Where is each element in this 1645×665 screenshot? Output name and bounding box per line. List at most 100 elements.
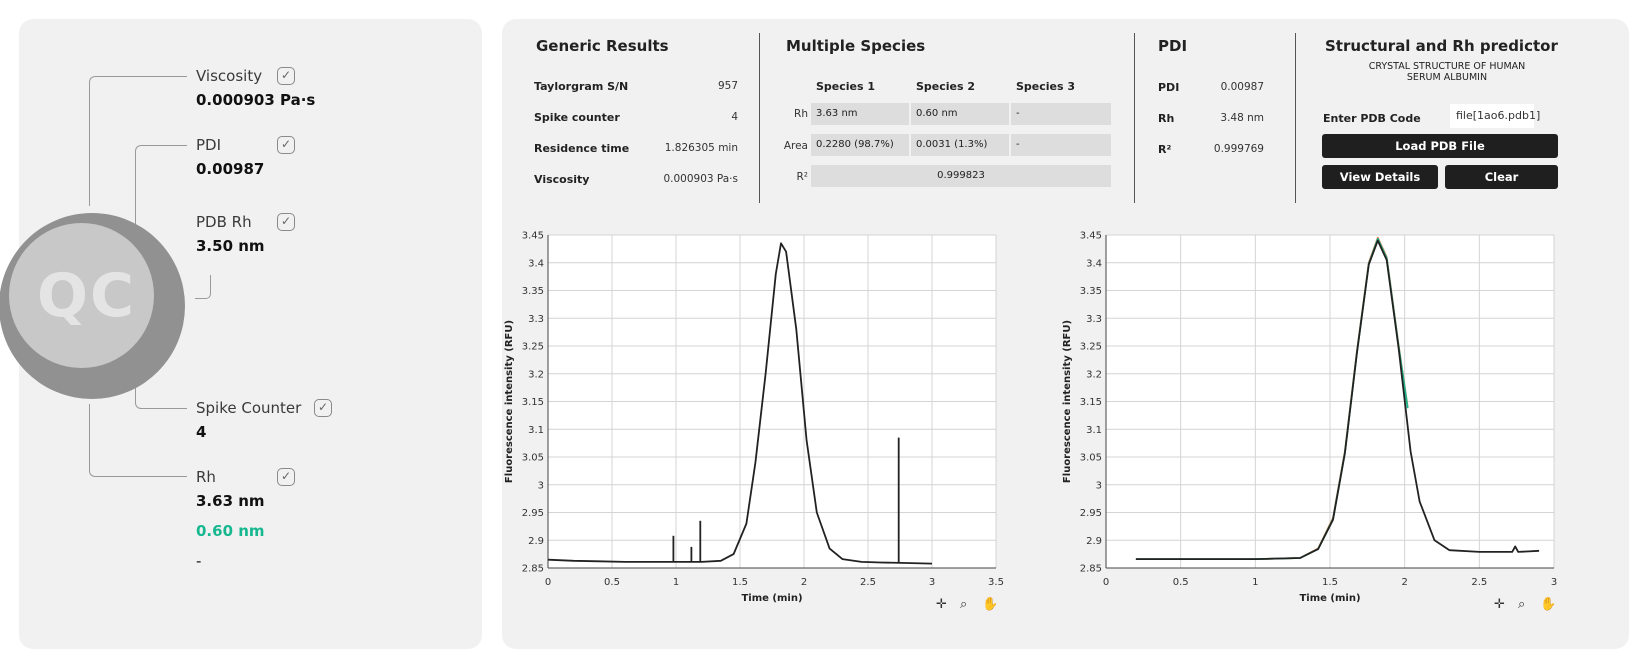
connector-rh bbox=[89, 404, 187, 477]
series-line bbox=[547, 242, 933, 565]
species-area-cell: 0.2280 (98.7%) bbox=[811, 134, 909, 156]
x-tick-label: 1.5 bbox=[1322, 577, 1338, 588]
y-tick-label: 3.4 bbox=[528, 258, 544, 269]
y-axis-label: Fluorescence intensity (RFU) bbox=[1062, 320, 1073, 483]
species-header: Species 2 bbox=[916, 80, 976, 93]
y-tick-label: 3.45 bbox=[1080, 231, 1102, 242]
series-line bbox=[1135, 239, 1540, 561]
results-panel: Generic Results Taylorgram S/N 957 Spike… bbox=[502, 19, 1629, 649]
x-tick-label: 3 bbox=[1551, 577, 1557, 588]
species-row-label: Area bbox=[783, 140, 808, 152]
qc-label-spike-counter: Spike Counter bbox=[196, 399, 302, 417]
separator bbox=[759, 33, 760, 203]
multiple-species-title: Multiple Species bbox=[786, 37, 926, 55]
qc-item-spike-counter: Spike Counter ✓ 4 bbox=[196, 398, 332, 441]
structure-description: CRYSTAL STRUCTURE OF HUMAN SERUM ALBUMIN bbox=[1368, 61, 1526, 83]
separator bbox=[1295, 33, 1296, 203]
checkbox-spike-counter[interactable]: ✓ bbox=[314, 399, 332, 417]
y-tick-label: 3.1 bbox=[1086, 425, 1102, 436]
pdb-code-input[interactable]: file[1ao6.pdb1] bbox=[1450, 104, 1540, 128]
y-tick-label: 3.4 bbox=[1086, 258, 1102, 269]
qc-label-rh: Rh bbox=[196, 468, 216, 486]
pdi-title: PDI bbox=[1158, 37, 1188, 55]
qc-panel: QC Viscosity ✓ 0.000903 Pa·s PDI ✓ 0.009… bbox=[0, 19, 482, 649]
x-tick-label: 0.5 bbox=[1173, 577, 1189, 588]
generic-value: 1.826305 min bbox=[664, 142, 738, 154]
pdi-value: 0.00987 bbox=[1220, 81, 1264, 93]
species-area-cell: - bbox=[1011, 134, 1111, 156]
zoom-tool-icon[interactable]: ⌕ bbox=[960, 597, 967, 612]
qc-value-rh: 3.63 nm bbox=[196, 492, 265, 510]
qc-item-pdb-rh: PDB Rh ✓ 3.50 nm bbox=[196, 212, 295, 255]
hand-tool-icon[interactable]: ✋ bbox=[982, 596, 998, 612]
qc-item-viscosity: Viscosity ✓ 0.000903 Pa·s bbox=[196, 66, 315, 109]
pan-tool-icon[interactable]: ✛ bbox=[1494, 597, 1505, 612]
checkbox-rh[interactable]: ✓ bbox=[277, 468, 295, 486]
generic-label: Spike counter bbox=[534, 111, 620, 124]
y-tick-label: 3.05 bbox=[1080, 453, 1102, 464]
connector-pdb-rh bbox=[195, 275, 211, 299]
y-tick-label: 3.15 bbox=[1080, 397, 1102, 408]
qc-label-viscosity: Viscosity bbox=[196, 67, 263, 85]
clear-button[interactable]: Clear bbox=[1445, 165, 1558, 189]
pan-tool-icon[interactable]: ✛ bbox=[936, 597, 947, 612]
generic-label: Taylorgram S/N bbox=[534, 80, 629, 93]
y-tick-label: 2.85 bbox=[522, 564, 544, 575]
y-tick-label: 3.35 bbox=[1080, 286, 1102, 297]
x-tick-label: 3 bbox=[929, 577, 935, 588]
connector-viscosity bbox=[89, 76, 187, 206]
species-rh-cell: - bbox=[1011, 103, 1111, 125]
qc-item-rh: Rh ✓ 3.63 nm 0.60 nm - bbox=[196, 467, 295, 570]
y-tick-label: 3.3 bbox=[528, 314, 544, 325]
qc-badge: QC bbox=[0, 213, 185, 399]
load-pdb-file-button[interactable]: Load PDB File bbox=[1322, 134, 1558, 158]
y-tick-label: 2.9 bbox=[1086, 536, 1102, 547]
x-tick-label: 2 bbox=[1401, 577, 1407, 588]
x-tick-label: 2 bbox=[801, 577, 807, 588]
pdi-label: Rh bbox=[1158, 112, 1175, 125]
species-header: Species 1 bbox=[816, 80, 876, 93]
view-details-button[interactable]: View Details bbox=[1322, 165, 1438, 189]
qc-value-rh-species2: 0.60 nm bbox=[196, 522, 265, 540]
checkbox-viscosity[interactable]: ✓ bbox=[277, 67, 295, 85]
hand-tool-icon[interactable]: ✋ bbox=[1540, 596, 1556, 612]
species-rh-cell: 3.63 nm bbox=[811, 103, 909, 125]
x-tick-label: 1 bbox=[1252, 577, 1258, 588]
y-tick-label: 3.2 bbox=[1086, 369, 1102, 380]
y-tick-label: 3.2 bbox=[528, 369, 544, 380]
y-tick-label: 2.85 bbox=[1080, 564, 1102, 575]
qc-value-rh-species3: - bbox=[196, 552, 202, 570]
y-tick-label: 2.95 bbox=[1080, 508, 1102, 519]
generic-results-title: Generic Results bbox=[536, 37, 669, 55]
x-tick-label: 2.5 bbox=[1471, 577, 1487, 588]
x-axis-label: Time (min) bbox=[741, 593, 802, 604]
qc-value-spike-counter: 4 bbox=[196, 423, 207, 441]
y-tick-label: 2.9 bbox=[528, 536, 544, 547]
pdb-code-label: Enter PDB Code bbox=[1323, 112, 1421, 125]
pdi-value: 3.48 nm bbox=[1220, 112, 1264, 124]
y-tick-label: 3 bbox=[1096, 480, 1102, 491]
chart-taylorgram-fit: 3.45 3.4 3.35 3.3 3.25 3.2 3.15 3.1 3.05 3 2.95 2.9… bbox=[1062, 219, 1629, 639]
x-tick-label: 0 bbox=[545, 577, 551, 588]
generic-value: 957 bbox=[717, 80, 738, 92]
y-tick-label: 2.95 bbox=[522, 508, 544, 519]
qc-label-pdi: PDI bbox=[196, 136, 222, 154]
connector-spike bbox=[135, 383, 187, 409]
y-tick-label: 3.15 bbox=[522, 397, 544, 408]
x-tick-label: 1.5 bbox=[732, 577, 748, 588]
pdi-label: R² bbox=[1158, 143, 1172, 156]
y-tick-label: 3.3 bbox=[1086, 314, 1102, 325]
qc-badge-text: QC bbox=[36, 260, 137, 331]
x-tick-label: 2.5 bbox=[860, 577, 876, 588]
qc-value-pdi: 0.00987 bbox=[196, 160, 265, 178]
pdi-value: 0.999769 bbox=[1213, 143, 1264, 155]
checkbox-pdb-rh[interactable]: ✓ bbox=[277, 213, 295, 231]
qc-value-viscosity: 0.000903 Pa·s bbox=[196, 91, 316, 109]
generic-label: Residence time bbox=[534, 142, 630, 155]
checkbox-pdi[interactable]: ✓ bbox=[277, 136, 295, 154]
separator bbox=[1134, 33, 1135, 203]
y-tick-label: 3 bbox=[538, 480, 544, 491]
zoom-tool-icon[interactable]: ⌕ bbox=[1518, 597, 1525, 612]
qc-label-pdb-rh: PDB Rh bbox=[196, 213, 252, 231]
x-tick-label: 0.5 bbox=[604, 577, 620, 588]
